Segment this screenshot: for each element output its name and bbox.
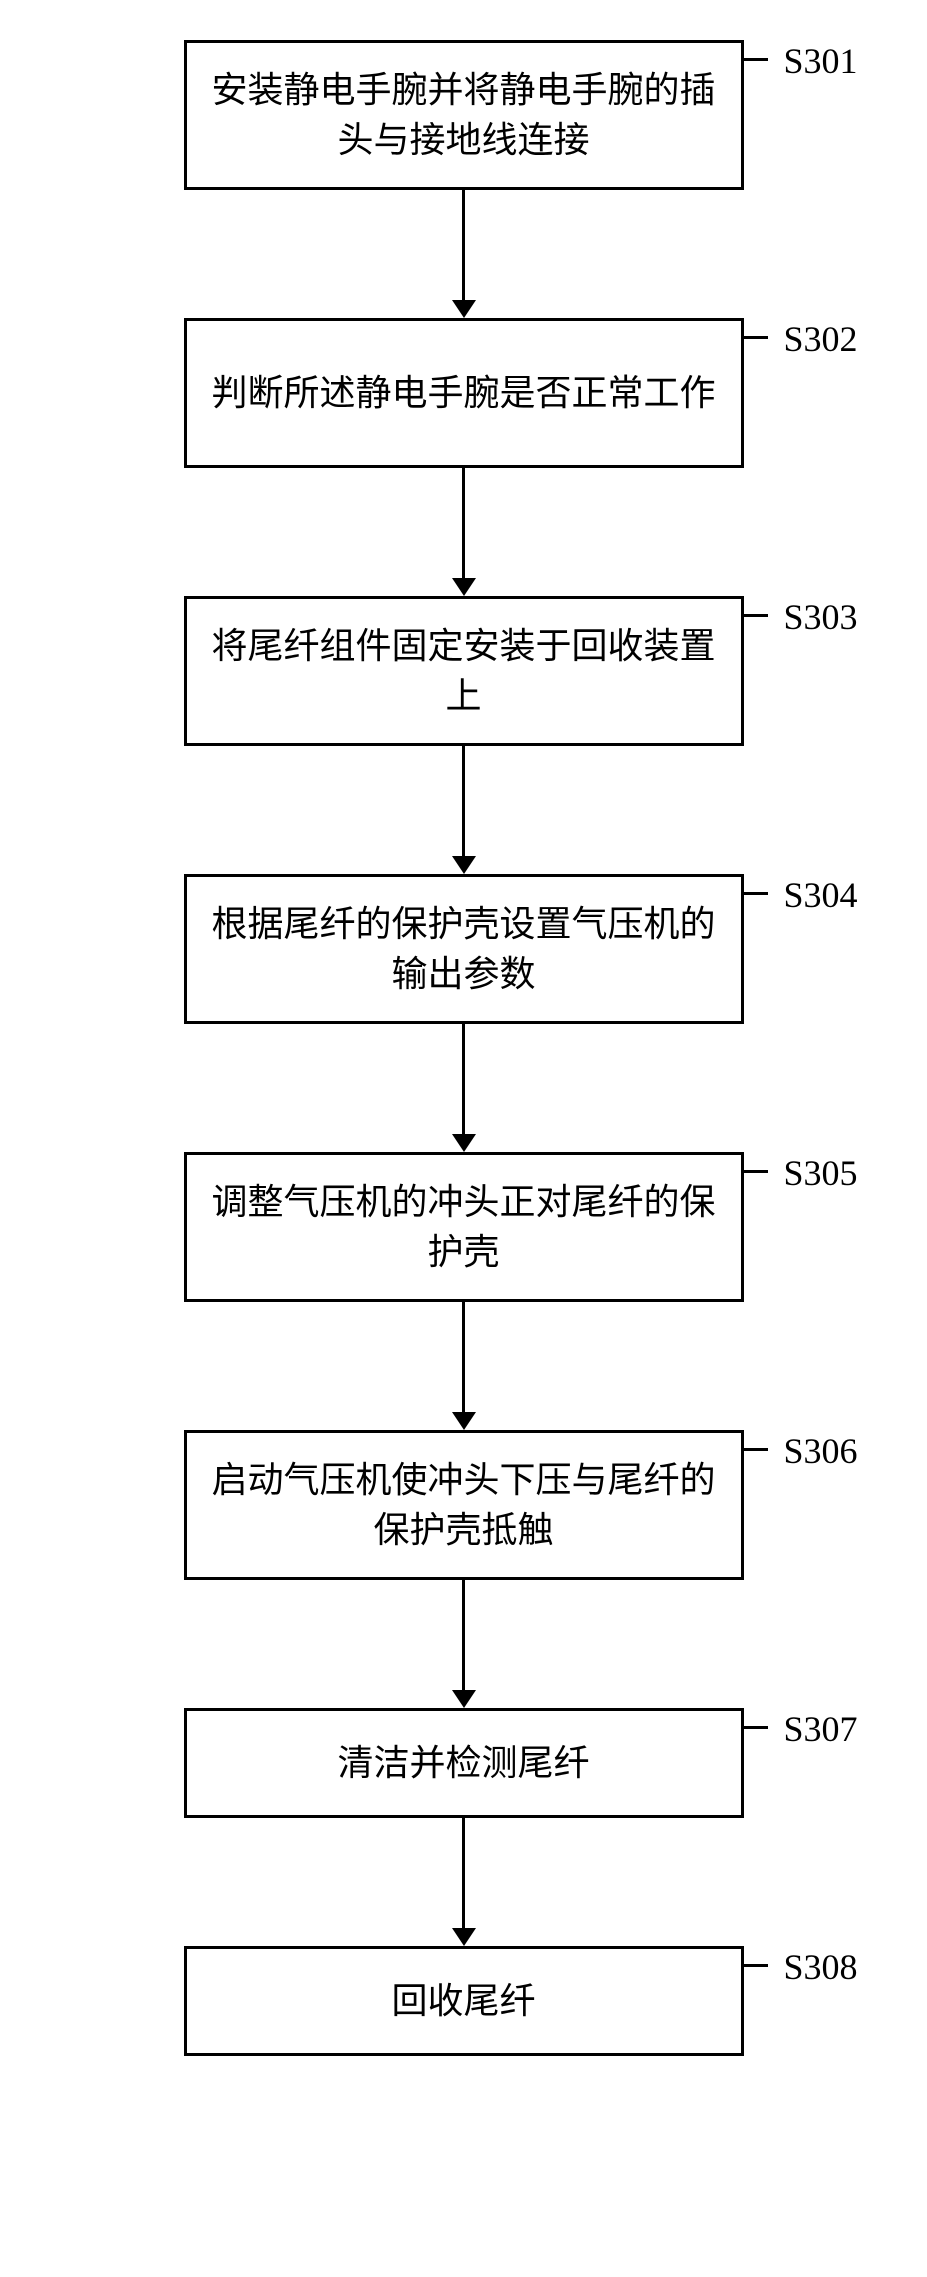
step-row: 清洁并检测尾纤 S307 xyxy=(60,1708,867,1818)
step-box-s306: 启动气压机使冲头下压与尾纤的保护壳抵触 xyxy=(184,1430,744,1580)
connector-line xyxy=(462,1302,465,1412)
step-row: 调整气压机的冲头正对尾纤的保护壳 S305 xyxy=(60,1152,867,1302)
connector-line xyxy=(462,468,465,578)
label-tick xyxy=(744,892,768,895)
connector xyxy=(452,1024,476,1152)
step-row: 启动气压机使冲头下压与尾纤的保护壳抵触 S306 xyxy=(60,1430,867,1580)
step-label: S307 xyxy=(784,1708,858,1750)
connector xyxy=(452,468,476,596)
step-box-s307: 清洁并检测尾纤 xyxy=(184,1708,744,1818)
step-label: S305 xyxy=(784,1152,858,1194)
step-box-s302: 判断所述静电手腕是否正常工作 xyxy=(184,318,744,468)
connector-line xyxy=(462,190,465,300)
step-row: 判断所述静电手腕是否正常工作 S302 xyxy=(60,318,867,468)
step-label: S301 xyxy=(784,40,858,82)
step-row: 安装静电手腕并将静电手腕的插头与接地线连接 S301 xyxy=(60,40,867,190)
step-box-s301: 安装静电手腕并将静电手腕的插头与接地线连接 xyxy=(184,40,744,190)
connector-line xyxy=(462,1818,465,1928)
step-label: S306 xyxy=(784,1430,858,1472)
connector-line xyxy=(462,1580,465,1690)
step-row: 将尾纤组件固定安装于回收装置上 S303 xyxy=(60,596,867,746)
arrow-down-icon xyxy=(452,578,476,596)
label-tick xyxy=(744,1964,768,1967)
connector-line xyxy=(462,746,465,856)
label-tick xyxy=(744,1448,768,1451)
arrow-down-icon xyxy=(452,856,476,874)
connector xyxy=(452,1818,476,1946)
arrow-down-icon xyxy=(452,300,476,318)
arrow-down-icon xyxy=(452,1928,476,1946)
step-label: S303 xyxy=(784,596,858,638)
arrow-down-icon xyxy=(452,1690,476,1708)
step-label: S308 xyxy=(784,1946,858,1988)
label-tick xyxy=(744,58,768,61)
step-label: S304 xyxy=(784,874,858,916)
label-tick xyxy=(744,1170,768,1173)
step-box-s305: 调整气压机的冲头正对尾纤的保护壳 xyxy=(184,1152,744,1302)
step-box-s308: 回收尾纤 xyxy=(184,1946,744,2056)
connector xyxy=(452,746,476,874)
connector xyxy=(452,190,476,318)
step-row: 根据尾纤的保护壳设置气压机的输出参数 S304 xyxy=(60,874,867,1024)
connector-line xyxy=(462,1024,465,1134)
arrow-down-icon xyxy=(452,1134,476,1152)
step-label: S302 xyxy=(784,318,858,360)
label-tick xyxy=(744,336,768,339)
label-tick xyxy=(744,1726,768,1729)
connector xyxy=(452,1580,476,1708)
step-box-s304: 根据尾纤的保护壳设置气压机的输出参数 xyxy=(184,874,744,1024)
flowchart-container: 安装静电手腕并将静电手腕的插头与接地线连接 S301 判断所述静电手腕是否正常工作 S… xyxy=(60,40,867,2056)
connector xyxy=(452,1302,476,1430)
step-box-s303: 将尾纤组件固定安装于回收装置上 xyxy=(184,596,744,746)
step-row: 回收尾纤 S308 xyxy=(60,1946,867,2056)
arrow-down-icon xyxy=(452,1412,476,1430)
label-tick xyxy=(744,614,768,617)
